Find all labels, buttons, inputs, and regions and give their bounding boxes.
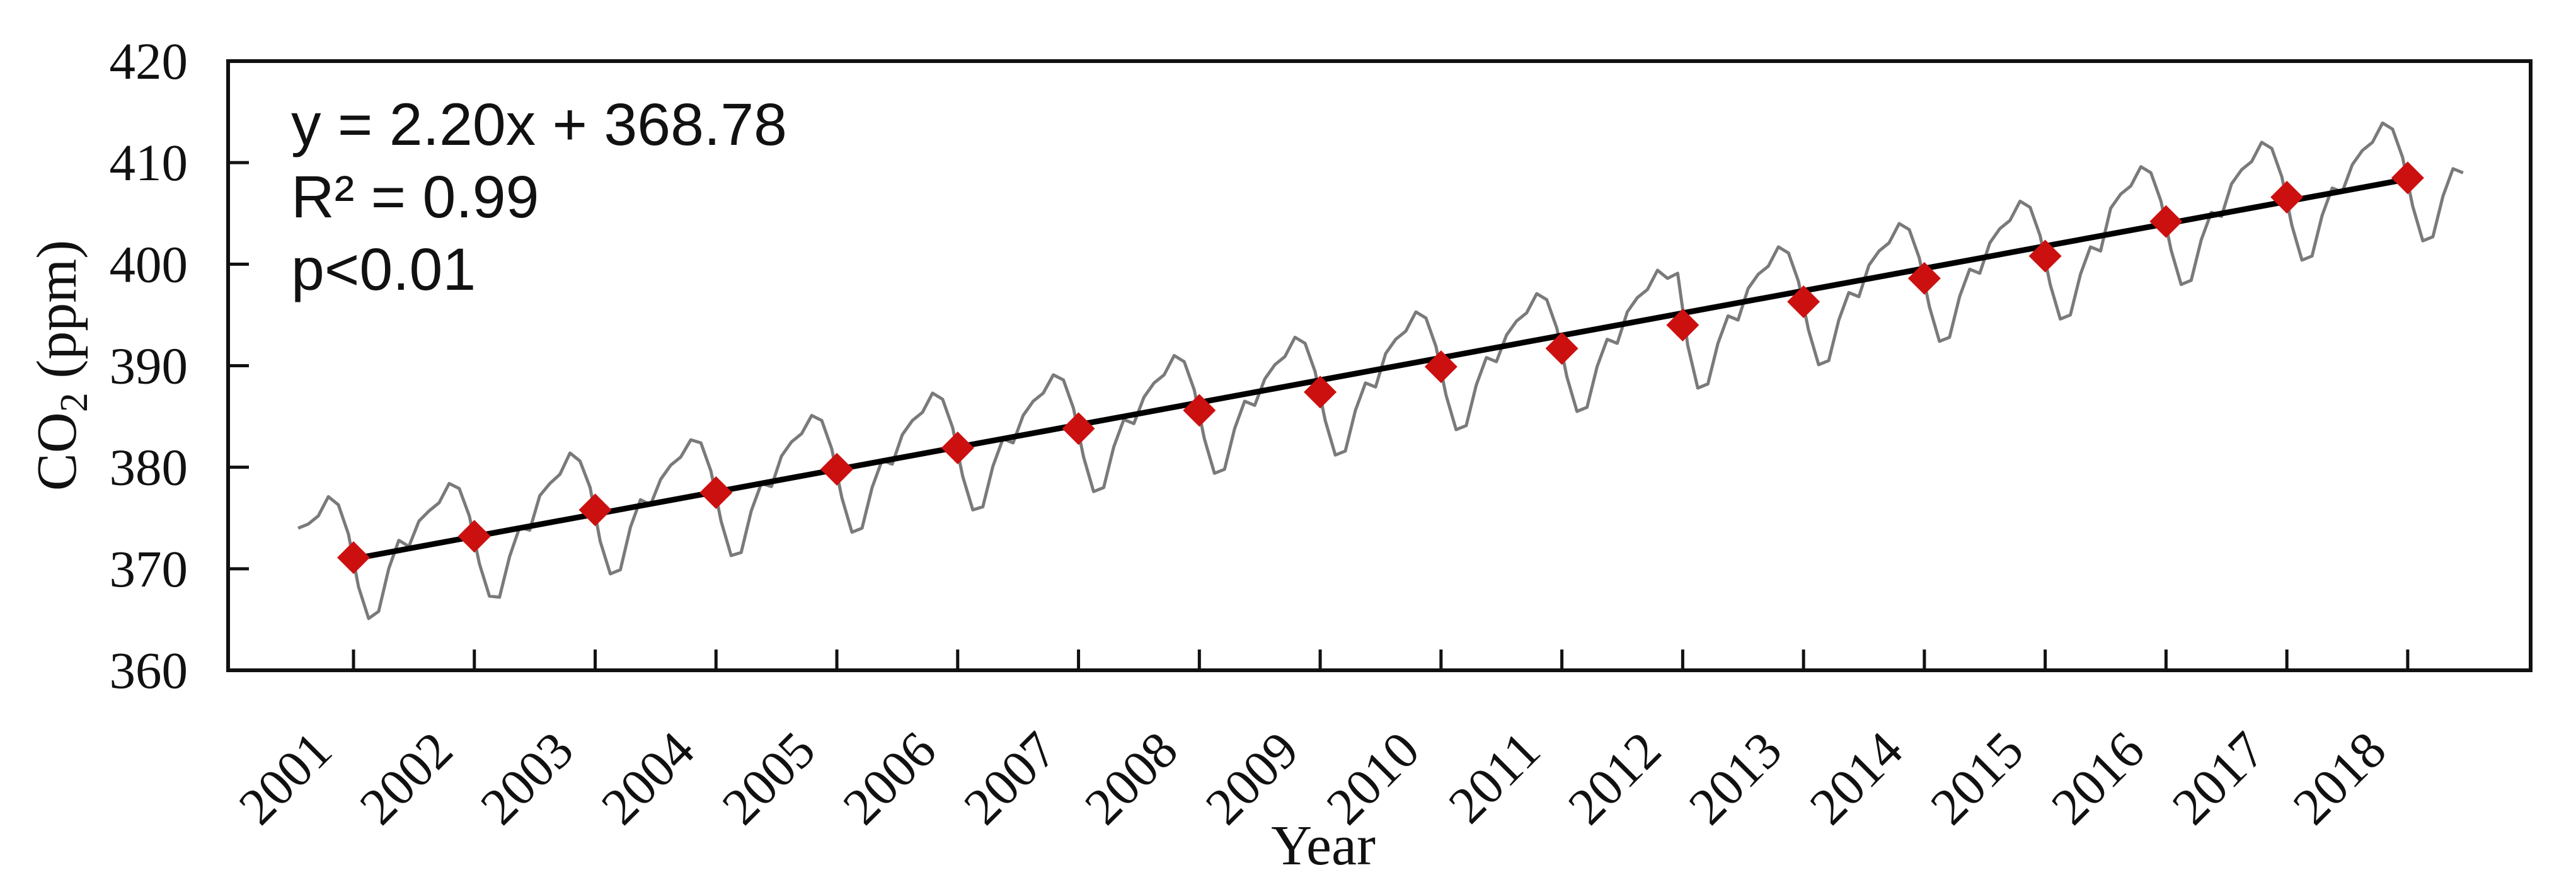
y-axis-ticks (230, 161, 249, 571)
x-tick-label-2004: 2004 (590, 721, 705, 835)
x-tick-label-2016: 2016 (2040, 721, 2155, 835)
y-tick-label-410: 410 (110, 134, 188, 192)
annual-mean-marker-2010 (1424, 350, 1458, 384)
y-tick-label-380: 380 (110, 438, 188, 496)
annual-mean-marker-2016 (2149, 205, 2183, 238)
y-axis-title-rest: (ppm) (26, 240, 88, 392)
y-axis-title: CO2 (ppm) (26, 240, 96, 491)
annual-mean-marker-2003 (578, 493, 612, 527)
x-tick-label-2007: 2007 (953, 721, 1067, 835)
y-tick-label-370: 370 (110, 540, 188, 598)
x-tick-label-2008: 2008 (1074, 721, 1188, 835)
annual-mean-marker-2006 (941, 432, 974, 465)
chart-series (297, 121, 2464, 621)
annual-mean-marker-2004 (699, 476, 733, 509)
y-tick-label-390: 390 (110, 337, 188, 395)
x-tick-label-2003: 2003 (469, 721, 584, 835)
y-tick-label-400: 400 (110, 235, 188, 293)
x-tick-label-2002: 2002 (348, 721, 463, 835)
annual-mean-marker-2015 (2028, 239, 2062, 273)
x-tick-label-2005: 2005 (711, 721, 825, 835)
y-axis-tick-labels: 360 370 380 390 400 410 420 (110, 32, 188, 699)
x-tick-label-2013: 2013 (1677, 721, 1792, 835)
annual-mean-marker-2002 (457, 520, 491, 553)
annual-mean-marker-2001 (337, 541, 370, 575)
x-axis-title: Year (1271, 815, 1376, 877)
x-tick-label-2001: 2001 (227, 721, 342, 835)
annual-mean-marker-2008 (1183, 394, 1216, 427)
annual-mean-marker-2005 (820, 452, 854, 486)
annual-mean-marker-2014 (1907, 261, 1941, 295)
y-tick-label-420: 420 (110, 32, 188, 90)
x-tick-label-2006: 2006 (832, 721, 946, 835)
annual-mean-marker-2018 (2391, 161, 2424, 195)
x-tick-label-2014: 2014 (1798, 721, 1913, 835)
annual-mean-marker-2012 (1666, 309, 1699, 342)
x-tick-label-2012: 2012 (1557, 721, 1672, 835)
annual-mean-marker-2007 (1062, 412, 1095, 445)
x-axis-ticks (352, 650, 2410, 668)
annotation-equation: y = 2.20x + 368.78 (291, 91, 787, 158)
trend-line (353, 176, 2408, 562)
x-tick-label-2018: 2018 (2282, 721, 2396, 835)
annual-mean-marker-2013 (1787, 285, 1820, 318)
annual-mean-marker-2017 (2270, 180, 2304, 214)
y-axis-title-sub: 2 (53, 392, 96, 412)
y-axis-title-main: CO (26, 412, 88, 491)
x-tick-label-2011: 2011 (1437, 721, 1551, 834)
annual-mean-marker-2009 (1304, 375, 1337, 409)
annotation-r-squared: R² = 0.99 (291, 164, 539, 231)
x-tick-label-2017: 2017 (2161, 721, 2275, 835)
plot-border (226, 59, 2533, 672)
x-tick-label-2015: 2015 (1919, 721, 2034, 835)
y-tick-label-360: 360 (110, 641, 188, 699)
annual-mean-marker-2011 (1545, 332, 1578, 365)
annotation-p-value: p<0.01 (291, 236, 476, 303)
